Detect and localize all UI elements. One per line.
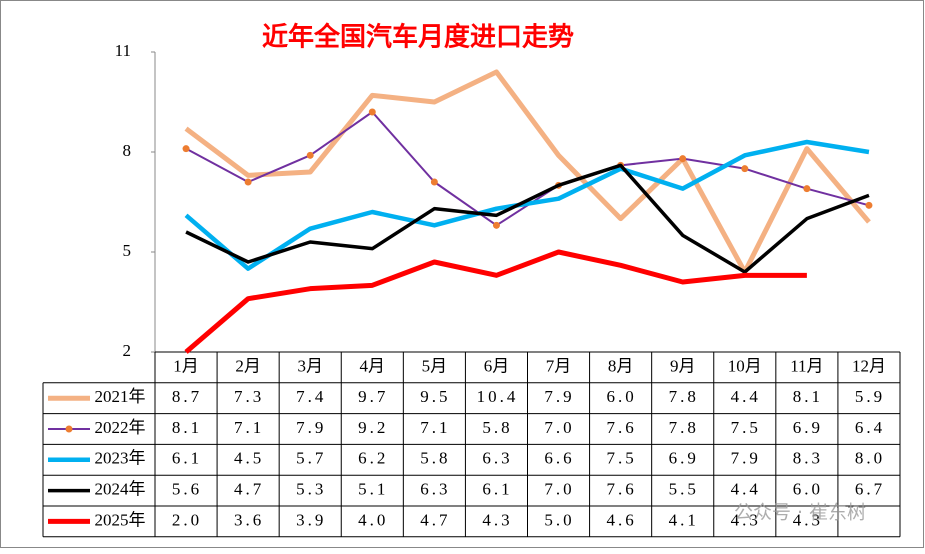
legend-marker — [65, 425, 73, 433]
table-value: 4.6 — [607, 510, 637, 529]
x-tick-label: 5月 — [422, 356, 448, 375]
table-value: 8.0 — [855, 449, 885, 468]
table-value: 7.9 — [731, 449, 761, 468]
table-value: 7.6 — [607, 480, 637, 499]
table-value: 7.5 — [607, 449, 637, 468]
table-value: 4.3 — [482, 510, 512, 529]
point-marker — [803, 185, 811, 193]
table-value: 5.9 — [855, 387, 885, 406]
table-value: 7.1 — [420, 418, 450, 437]
table-value: 6.3 — [482, 449, 512, 468]
table-value: 5.1 — [358, 480, 388, 499]
table-value: 9.7 — [358, 387, 388, 406]
x-tick-label: 10月 — [728, 356, 762, 375]
legend-label: 2022年 — [95, 418, 146, 437]
x-tick-label: 8月 — [608, 356, 634, 375]
table-value: 6.9 — [793, 418, 823, 437]
series-line — [184, 249, 807, 354]
point-marker — [679, 155, 687, 163]
table-value: 7.0 — [544, 480, 574, 499]
table-value: 6.4 — [855, 418, 885, 437]
legend-label: 2025年 — [95, 510, 146, 529]
x-tick-label: 7月 — [546, 356, 572, 375]
table-value: 6.6 — [544, 449, 574, 468]
table-value: 7.4 — [296, 387, 326, 406]
table-value: 4.0 — [358, 510, 388, 529]
table-value: 9.2 — [358, 418, 388, 437]
table-value: 6.3 — [420, 480, 450, 499]
x-tick-label: 9月 — [670, 356, 696, 375]
point-marker — [368, 108, 376, 116]
table-value: 7.8 — [669, 387, 699, 406]
table-value: 3.9 — [296, 510, 326, 529]
series-line — [184, 69, 871, 275]
table-value: 7.0 — [544, 418, 574, 437]
table-value: 6.7 — [855, 480, 885, 499]
table-value: 8.3 — [793, 449, 823, 468]
table-value: 2.0 — [172, 510, 202, 529]
table-value: 5.8 — [482, 418, 512, 437]
chart-title: 近年全国汽车月度进口走势 — [262, 22, 574, 53]
table-value: 7.8 — [669, 418, 699, 437]
table-value: 5.5 — [669, 480, 699, 499]
point-marker — [182, 145, 190, 153]
y-tick-label: 2 — [123, 341, 132, 360]
x-tick-label: 3月 — [297, 356, 323, 375]
legend-label: 2023年 — [95, 449, 146, 468]
series-line — [185, 163, 870, 274]
table-value: 4.1 — [669, 510, 699, 529]
table-value: 5.3 — [296, 480, 326, 499]
table-value: 8.1 — [793, 387, 823, 406]
y-tick-label: 11 — [115, 41, 131, 60]
series-line — [184, 139, 870, 271]
table-value: 6.1 — [482, 480, 512, 499]
table-value: 4.3 — [731, 510, 761, 529]
table-value: 9.5 — [420, 387, 450, 406]
table-value: 5.7 — [296, 449, 326, 468]
table-value: 6.1 — [172, 449, 202, 468]
x-tick-label: 6月 — [484, 356, 510, 375]
legend-label: 2024年 — [95, 480, 146, 499]
y-tick-label: 8 — [123, 141, 132, 160]
table-value: 6.2 — [358, 449, 388, 468]
table-value: 7.3 — [234, 387, 264, 406]
table-value: 6.0 — [607, 387, 637, 406]
point-marker — [741, 165, 749, 173]
table-value: 7.5 — [731, 418, 761, 437]
table-value: 7.9 — [544, 387, 574, 406]
table-value: 7.6 — [607, 418, 637, 437]
point-marker — [492, 221, 500, 229]
table-value: 7.9 — [296, 418, 326, 437]
legend-label: 2021年 — [95, 387, 146, 406]
point-marker — [865, 201, 873, 209]
x-tick-label: 4月 — [360, 356, 386, 375]
point-marker — [306, 151, 314, 159]
x-tick-label: 2月 — [235, 356, 261, 375]
table-value: 5.8 — [420, 449, 450, 468]
x-tick-label: 12月 — [852, 356, 886, 375]
table-value: 4.7 — [420, 510, 450, 529]
table-value: 8.1 — [172, 418, 202, 437]
point-marker — [430, 178, 438, 186]
table-value: 4.3 — [793, 510, 823, 529]
watermark: 公众号 · 崔东树 — [734, 502, 866, 524]
x-tick-label: 1月 — [173, 356, 199, 375]
table-value: 4.4 — [731, 387, 761, 406]
table-value: 4.4 — [731, 480, 761, 499]
table-value: 7.1 — [234, 418, 264, 437]
table-value: 6.9 — [669, 449, 699, 468]
table-value: 6.0 — [793, 480, 823, 499]
table-value: 4.5 — [234, 449, 264, 468]
table-value: 3.6 — [234, 510, 264, 529]
table-value: 5.0 — [544, 510, 574, 529]
y-tick-label: 5 — [123, 241, 132, 260]
table-value: 5.6 — [172, 480, 202, 499]
table-value: 4.7 — [234, 480, 264, 499]
x-tick-label: 11月 — [790, 356, 823, 375]
table-value: 10.4 — [477, 387, 519, 406]
point-marker — [244, 178, 252, 186]
table-value: 8.7 — [172, 387, 202, 406]
